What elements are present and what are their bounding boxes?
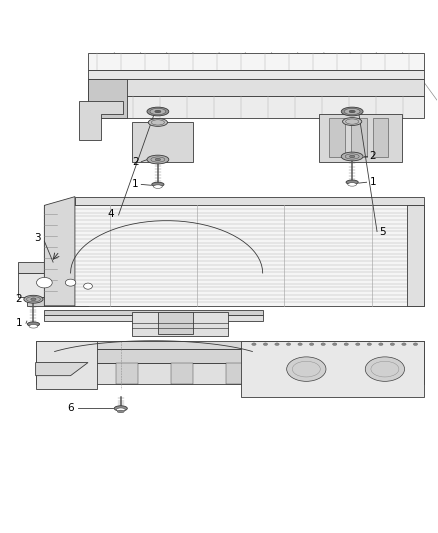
Ellipse shape [114, 406, 127, 411]
Ellipse shape [36, 277, 52, 288]
Ellipse shape [155, 158, 160, 161]
Ellipse shape [350, 155, 355, 158]
Polygon shape [88, 79, 424, 96]
Ellipse shape [252, 343, 256, 345]
Polygon shape [88, 53, 424, 70]
Ellipse shape [298, 343, 302, 345]
Text: 6: 6 [67, 403, 74, 414]
Polygon shape [132, 312, 228, 336]
Ellipse shape [348, 183, 357, 186]
Polygon shape [35, 341, 97, 389]
Ellipse shape [148, 118, 167, 126]
Polygon shape [171, 362, 193, 384]
Ellipse shape [321, 343, 325, 345]
Ellipse shape [29, 325, 38, 328]
Polygon shape [79, 101, 123, 140]
Polygon shape [241, 341, 424, 398]
Polygon shape [88, 79, 127, 118]
Text: 2: 2 [132, 157, 138, 167]
Ellipse shape [344, 343, 348, 345]
Ellipse shape [117, 410, 124, 413]
Ellipse shape [150, 108, 166, 115]
Polygon shape [35, 341, 424, 350]
Ellipse shape [287, 357, 326, 381]
Polygon shape [373, 118, 389, 157]
Ellipse shape [263, 343, 268, 345]
Ellipse shape [153, 185, 162, 188]
Polygon shape [44, 310, 263, 314]
Ellipse shape [341, 107, 363, 116]
Ellipse shape [343, 118, 362, 125]
Polygon shape [158, 312, 193, 334]
Ellipse shape [147, 107, 169, 116]
Ellipse shape [27, 322, 39, 326]
Polygon shape [62, 362, 84, 384]
Polygon shape [35, 362, 424, 384]
Polygon shape [88, 96, 424, 118]
Polygon shape [351, 118, 367, 157]
Text: 4: 4 [107, 209, 114, 219]
Ellipse shape [309, 343, 314, 345]
Polygon shape [132, 123, 193, 161]
Polygon shape [407, 205, 424, 306]
Ellipse shape [147, 155, 169, 164]
Polygon shape [18, 273, 97, 297]
Ellipse shape [346, 180, 358, 184]
Polygon shape [88, 70, 424, 79]
Ellipse shape [367, 343, 371, 345]
Ellipse shape [31, 298, 36, 301]
Ellipse shape [275, 343, 279, 345]
Polygon shape [44, 197, 75, 306]
Text: 2: 2 [369, 151, 376, 161]
Ellipse shape [379, 343, 383, 345]
Ellipse shape [365, 357, 405, 381]
Polygon shape [35, 350, 424, 362]
Ellipse shape [341, 152, 363, 161]
Polygon shape [44, 314, 263, 321]
Text: 1: 1 [369, 177, 376, 187]
Polygon shape [329, 118, 345, 157]
Ellipse shape [65, 279, 76, 286]
Ellipse shape [413, 343, 418, 345]
Ellipse shape [356, 343, 360, 345]
Polygon shape [27, 297, 88, 306]
Text: 1: 1 [132, 180, 138, 189]
Ellipse shape [390, 343, 395, 345]
Ellipse shape [24, 295, 43, 303]
Polygon shape [389, 362, 411, 384]
Text: 3: 3 [35, 233, 41, 243]
Polygon shape [319, 114, 403, 161]
Text: 5: 5 [379, 227, 386, 237]
Polygon shape [35, 350, 424, 362]
Text: 1: 1 [16, 318, 22, 328]
Polygon shape [280, 362, 302, 384]
Polygon shape [18, 262, 97, 273]
Ellipse shape [84, 283, 92, 289]
Ellipse shape [286, 343, 291, 345]
Ellipse shape [344, 108, 360, 115]
Polygon shape [335, 362, 357, 384]
Text: 2: 2 [16, 294, 22, 304]
Ellipse shape [155, 110, 161, 113]
Ellipse shape [117, 408, 125, 411]
Ellipse shape [349, 110, 355, 113]
Polygon shape [97, 262, 114, 302]
Polygon shape [117, 362, 138, 384]
Ellipse shape [152, 182, 164, 187]
Ellipse shape [402, 343, 406, 345]
Polygon shape [44, 205, 424, 306]
Polygon shape [226, 362, 247, 384]
Polygon shape [35, 362, 88, 376]
Ellipse shape [332, 343, 337, 345]
Polygon shape [75, 197, 424, 206]
